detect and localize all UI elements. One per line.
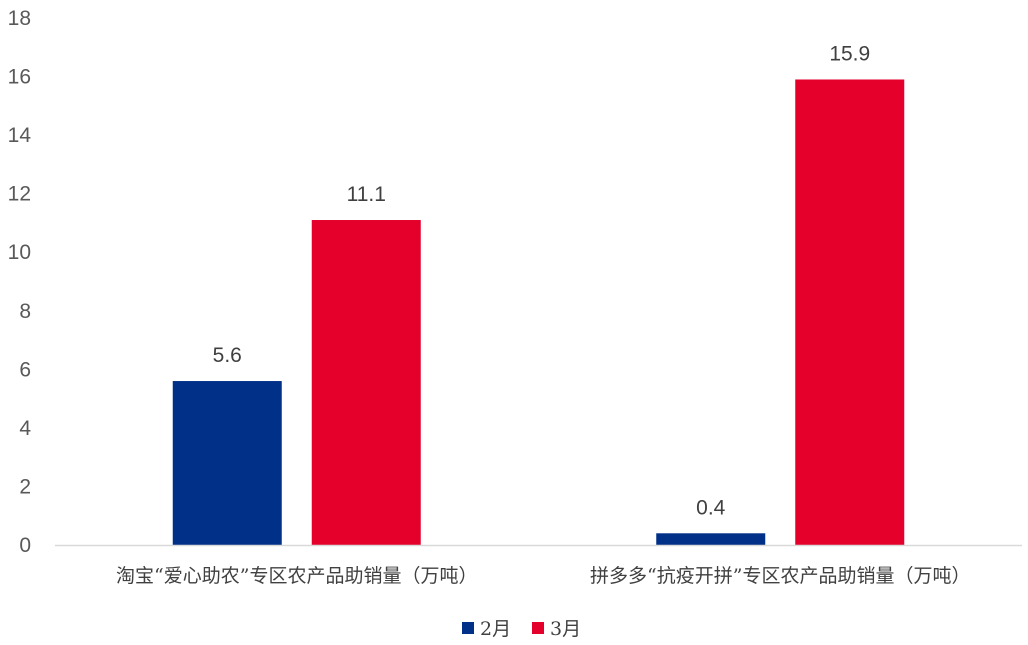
y-tick-label: 0 bbox=[19, 534, 31, 557]
y-tick-label: 4 bbox=[19, 417, 31, 440]
data-label: 0.4 bbox=[696, 496, 726, 519]
y-axis: 0 2 4 6 8 10 12 14 16 18 bbox=[8, 7, 32, 557]
y-tick-label: 8 bbox=[19, 300, 31, 323]
legend: 2月 3月 bbox=[462, 618, 581, 640]
bar-series-0-category-1 bbox=[656, 533, 766, 545]
y-tick-label: 6 bbox=[19, 358, 31, 381]
legend-swatch bbox=[462, 622, 474, 634]
x-axis: 淘宝“爱心助农”专区农产品助销量（万吨） 拼多多“抗疫开拼”专区农产品助销量（万吨… bbox=[116, 565, 970, 587]
data-label: 11.1 bbox=[347, 183, 386, 206]
legend-swatch bbox=[532, 622, 544, 634]
y-tick-label: 10 bbox=[8, 241, 31, 264]
y-tick-label: 2 bbox=[19, 475, 31, 498]
y-tick-label: 14 bbox=[8, 124, 32, 147]
y-tick-label: 12 bbox=[8, 183, 31, 206]
x-category-label: 淘宝“爱心助农”专区农产品助销量（万吨） bbox=[116, 565, 477, 587]
x-category-label: 拼多多“抗疫开拼”专区农产品助销量（万吨） bbox=[590, 565, 970, 587]
y-tick-label: 18 bbox=[8, 7, 31, 30]
bars bbox=[172, 79, 905, 545]
legend-label: 2月 bbox=[480, 618, 511, 640]
y-tick-label: 16 bbox=[8, 66, 31, 89]
bar-series-1-category-1 bbox=[795, 79, 905, 545]
data-label: 15.9 bbox=[829, 42, 870, 65]
bar-series-1-category-0 bbox=[311, 220, 421, 545]
data-labels: 5.6 11.1 0.4 15.9 bbox=[213, 42, 871, 519]
bar-series-0-category-0 bbox=[172, 381, 282, 545]
legend-label: 3月 bbox=[550, 618, 581, 640]
data-label: 5.6 bbox=[213, 344, 242, 367]
